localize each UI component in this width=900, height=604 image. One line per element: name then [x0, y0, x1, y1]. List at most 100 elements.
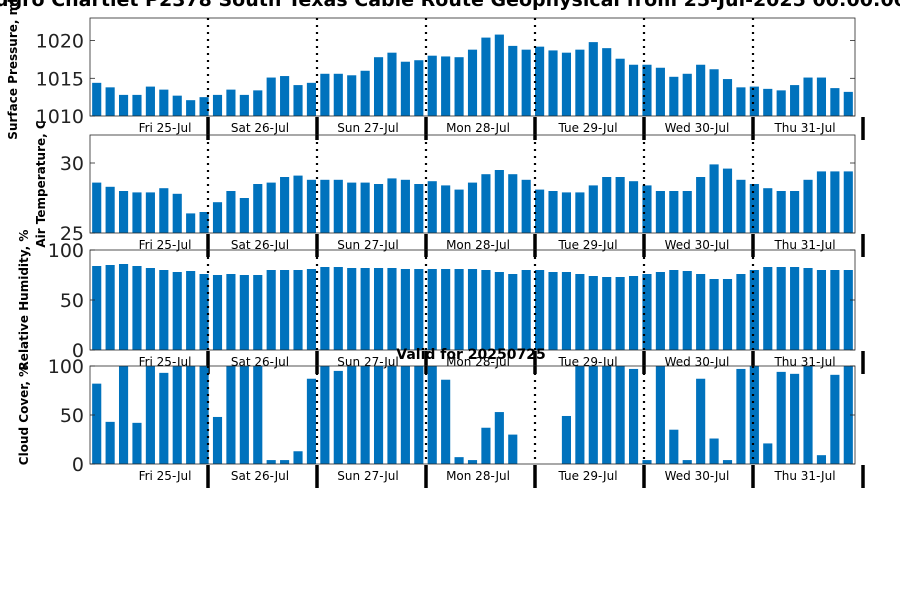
bar: [628, 368, 639, 464]
bar: [615, 177, 625, 233]
x-tick-label: Wed 30-Jul: [665, 121, 730, 135]
bar: [92, 182, 102, 233]
bar: [172, 95, 182, 116]
y-tick-label: 100: [48, 356, 84, 378]
bar: [266, 270, 276, 350]
bar: [414, 366, 424, 464]
bar: [575, 49, 585, 116]
bar: [199, 274, 209, 350]
x-tick-label: Tue 29-Jul: [557, 121, 617, 135]
bar: [736, 274, 746, 350]
x-tick-label: Fri 25-Jul: [139, 469, 192, 483]
bar: [843, 91, 853, 116]
x-tick-label: Mon 28-Jul: [446, 121, 510, 135]
bar: [320, 73, 330, 116]
bar: [535, 189, 545, 233]
bar: [226, 89, 236, 116]
bar: [548, 191, 558, 233]
bar: [535, 46, 545, 116]
bar: [669, 429, 679, 464]
x-tick-label: Sun 27-Jul: [337, 238, 398, 252]
bar: [642, 185, 652, 233]
bar: [172, 193, 182, 233]
bar: [763, 88, 773, 116]
bar: [199, 212, 209, 233]
bar: [709, 279, 719, 350]
bar: [749, 184, 759, 233]
bar: [763, 188, 773, 233]
x-tick-label: Sat 26-Jul: [231, 469, 289, 483]
bar: [588, 276, 598, 350]
bar: [212, 275, 223, 350]
bar: [682, 191, 692, 233]
bar: [186, 213, 196, 233]
bar: [400, 366, 410, 464]
bar: [253, 275, 263, 350]
bar: [239, 94, 249, 116]
bar: [763, 443, 773, 464]
bar: [159, 89, 169, 116]
bar: [454, 189, 464, 233]
bar: [642, 64, 652, 116]
bar: [347, 366, 357, 464]
bar: [118, 191, 129, 233]
bar: [280, 270, 290, 350]
bar: [360, 182, 370, 233]
bar: [696, 274, 706, 350]
x-tick-label: Sun 27-Jul: [337, 121, 398, 135]
bar: [427, 181, 437, 233]
bar: [776, 90, 786, 116]
bar: [400, 61, 410, 116]
bar: [441, 56, 451, 116]
bar: [481, 174, 491, 233]
bar: [467, 269, 478, 350]
bar: [843, 270, 853, 350]
x-tick-label: Sat 26-Jul: [231, 238, 289, 252]
bar: [655, 67, 665, 116]
x-tick-label: Thu 31-Jul: [773, 469, 835, 483]
bar: [186, 271, 196, 350]
bar: [843, 366, 853, 464]
bar: [320, 366, 330, 464]
bar: [441, 379, 451, 464]
bar: [548, 272, 558, 350]
bar: [226, 366, 236, 464]
bar: [199, 366, 209, 464]
bar: [790, 191, 800, 233]
bar: [709, 69, 719, 116]
bar: [561, 415, 572, 464]
x-tick-label: Tue 29-Jul: [557, 469, 617, 483]
bar: [92, 82, 102, 116]
bar: [669, 76, 679, 116]
bar: [414, 184, 424, 233]
bar: [347, 182, 357, 233]
bar: [105, 186, 115, 233]
bar: [105, 87, 115, 116]
bar: [816, 270, 827, 350]
bar: [118, 264, 129, 350]
x-tick-label: Thu 31-Jul: [773, 355, 835, 369]
bar: [92, 266, 102, 350]
bar: [642, 274, 652, 350]
bar: [602, 48, 612, 116]
bar: [749, 270, 759, 350]
bar: [253, 366, 263, 464]
bar: [763, 267, 773, 350]
bar: [280, 177, 290, 233]
bar: [373, 366, 384, 464]
bar: [212, 416, 223, 464]
bar: [441, 269, 451, 350]
x-tick-label: Sun 27-Jul: [337, 355, 398, 369]
bar: [481, 427, 491, 464]
bar: [105, 265, 115, 350]
x-tick-label: Thu 31-Jul: [773, 238, 835, 252]
y-tick-label: 50: [60, 405, 84, 427]
bar: [508, 274, 518, 350]
bar: [333, 73, 343, 116]
bar: [615, 58, 625, 116]
x-tick-label: Mon 28-Jul: [446, 238, 510, 252]
bar: [360, 268, 370, 350]
bar: [400, 269, 410, 350]
bar: [602, 177, 612, 233]
